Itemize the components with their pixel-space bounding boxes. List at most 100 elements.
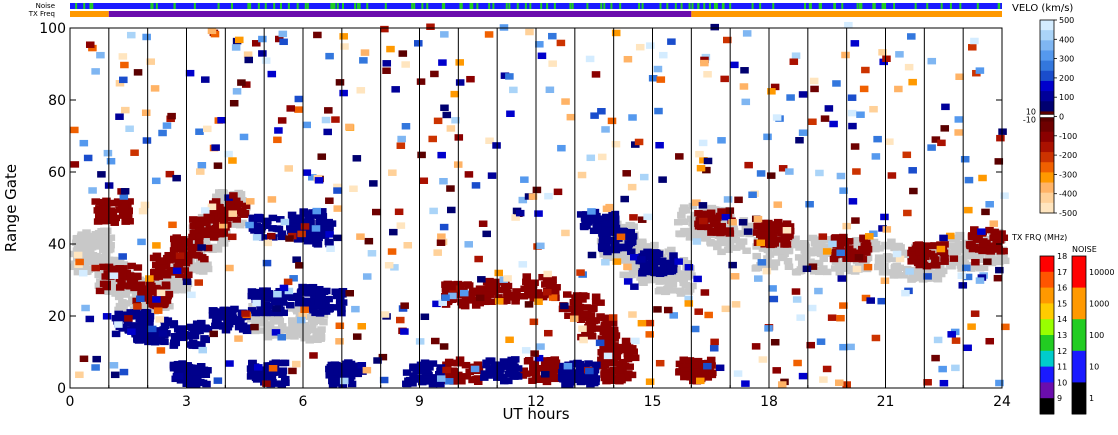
velocity-colorbar-segment (1040, 80, 1054, 92)
scatter-cell (262, 380, 271, 387)
scatter-cell (106, 207, 116, 214)
scatter-cell (850, 143, 860, 150)
scatter-cell (532, 186, 542, 194)
scatter-cell (431, 337, 440, 345)
scatter-cell (522, 278, 531, 286)
scatter-cell (170, 235, 179, 243)
scatter-cell (957, 272, 967, 279)
scatter-cell (873, 135, 882, 143)
scatter-cell (515, 209, 525, 217)
scatter-cell (196, 363, 206, 370)
scatter-cell (848, 198, 858, 205)
scatter-cell (619, 223, 629, 231)
scatter-cell (839, 343, 848, 351)
x-ticks: 0 3 6 9 12 15 18 21 24 (66, 382, 1011, 410)
scatter-cell (940, 254, 949, 262)
scatter-cell (437, 233, 446, 240)
scatter-cell (829, 255, 839, 263)
scatter-cell (646, 42, 655, 49)
scatter-cell (615, 373, 625, 380)
scatter-cell (758, 356, 768, 363)
noise-spike (358, 3, 361, 9)
scatter-cell (663, 306, 673, 314)
scatter-cell (315, 310, 325, 317)
scatter-cell (258, 320, 268, 327)
scatter-cell (656, 286, 665, 294)
scatter-cell (189, 229, 199, 237)
scatter-cell (565, 371, 575, 378)
scatter-cell (586, 312, 596, 319)
scatter-cell (742, 247, 751, 254)
scatter-cell (125, 125, 134, 133)
scatter-cell (487, 287, 497, 295)
scatter-cell (619, 239, 629, 246)
scatter-cell (577, 171, 587, 179)
scatter-cell (632, 249, 641, 257)
scatter-cell (684, 288, 694, 295)
scatter-cell (302, 121, 312, 129)
scatter-cell (769, 231, 778, 238)
scatter-cell (380, 25, 389, 33)
scatter-cell (325, 197, 334, 204)
scatter-cell (103, 287, 112, 295)
scatter-cell (133, 69, 143, 76)
noise-spike (384, 3, 387, 9)
scatter-cell (85, 256, 95, 263)
scatter-cell (692, 199, 701, 206)
scatter-cell (589, 227, 599, 235)
scatter-cell (939, 234, 948, 242)
scatter-cell (871, 334, 881, 342)
scatter-cell (883, 269, 893, 276)
scatter-cell (349, 185, 358, 193)
x-tick-label: 21 (877, 394, 895, 410)
scatter-cell (313, 241, 323, 248)
scatter-cell (433, 117, 443, 125)
scatter-cell (667, 267, 677, 275)
velocity-extra-tick-label: -10 (1023, 116, 1036, 125)
scatter-cell (133, 335, 142, 342)
scatter-cell (311, 225, 321, 232)
scatter-cell (142, 33, 151, 41)
scatter-cell (198, 263, 207, 271)
scatter-cell (545, 283, 555, 290)
scatter-cell (995, 266, 1004, 274)
scatter-cell (313, 31, 322, 39)
scatter-cell (760, 245, 770, 252)
scatter-cell (198, 268, 208, 275)
scatter-cell (536, 365, 546, 372)
scatter-cell (806, 258, 815, 265)
scatter-cell (766, 172, 776, 179)
scatter-cell (277, 117, 287, 124)
scatter-cell (349, 368, 359, 375)
scatter-cell (114, 321, 123, 328)
scatter-cell (878, 49, 887, 56)
scatter-cell (901, 289, 910, 297)
scatter-cell (839, 187, 848, 194)
noise-spike (173, 3, 176, 9)
scatter-cell (602, 339, 612, 346)
scatter-cell (466, 292, 476, 299)
scatter-cell (220, 213, 229, 221)
scatter-cell (955, 73, 964, 81)
scatter-cell (956, 257, 965, 265)
scatter-cell (873, 263, 883, 271)
scatter-cell (325, 365, 334, 373)
scatter-cell (352, 155, 362, 162)
scatter-cell (986, 246, 996, 253)
scatter-cell (587, 251, 597, 259)
scatter-cell (637, 216, 647, 223)
scatter-cell (503, 282, 513, 290)
scatter-cell (674, 258, 683, 265)
scatter-cell (251, 374, 261, 382)
scatter-cell (390, 264, 399, 271)
scatter-cell (985, 201, 994, 208)
scatter-cell (245, 221, 254, 229)
scatter-cell (812, 241, 822, 248)
scatter-cell (306, 226, 316, 234)
scatter-cell (832, 242, 842, 249)
scatter-cell (548, 60, 557, 67)
scatter-cell (970, 310, 980, 317)
scatter-cell (122, 269, 132, 277)
y-tick-label: 60 (48, 165, 66, 181)
scatter-cell (641, 262, 650, 270)
